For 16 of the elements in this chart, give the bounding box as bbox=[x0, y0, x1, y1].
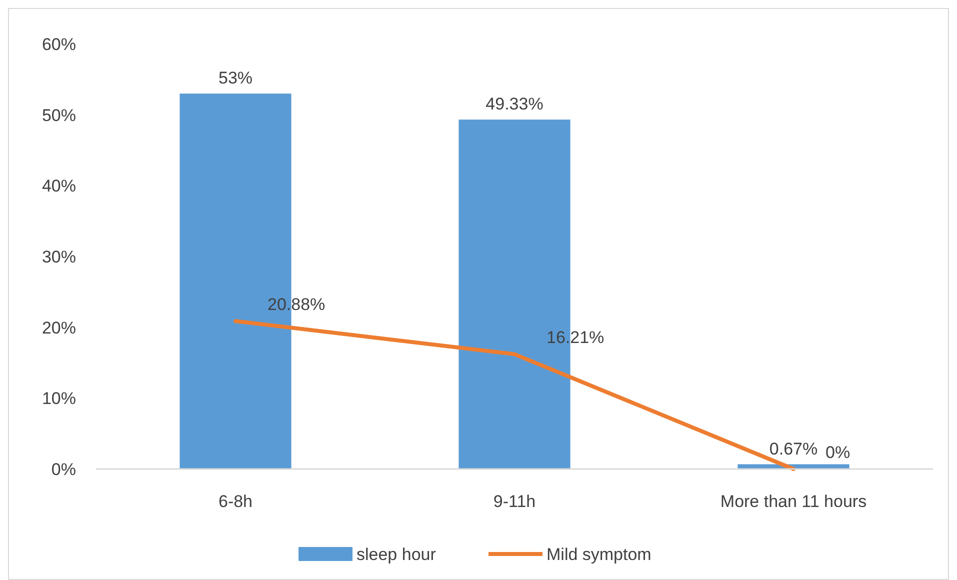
legend-label: sleep hour bbox=[356, 545, 436, 564]
x-tick-label: 9-11h bbox=[493, 492, 536, 511]
y-tick-label: 60% bbox=[42, 35, 76, 54]
y-tick-label: 30% bbox=[42, 248, 76, 266]
y-tick-label: 10% bbox=[42, 389, 76, 408]
x-tick-label: More than 11 hours bbox=[720, 492, 867, 511]
data-label: 49.33% bbox=[486, 94, 544, 114]
data-label: 0.67% bbox=[769, 439, 818, 458]
data-label: 0% bbox=[826, 443, 850, 462]
legend-label: Mild symptom bbox=[546, 545, 652, 564]
y-tick-label: 50% bbox=[42, 106, 76, 125]
x-tick-label: 6-8h bbox=[218, 492, 253, 511]
y-tick-label: 40% bbox=[42, 176, 76, 196]
data-label: 53% bbox=[218, 68, 253, 88]
y-tick-label: 0% bbox=[51, 460, 76, 479]
y-tick-label: 20% bbox=[42, 318, 76, 338]
